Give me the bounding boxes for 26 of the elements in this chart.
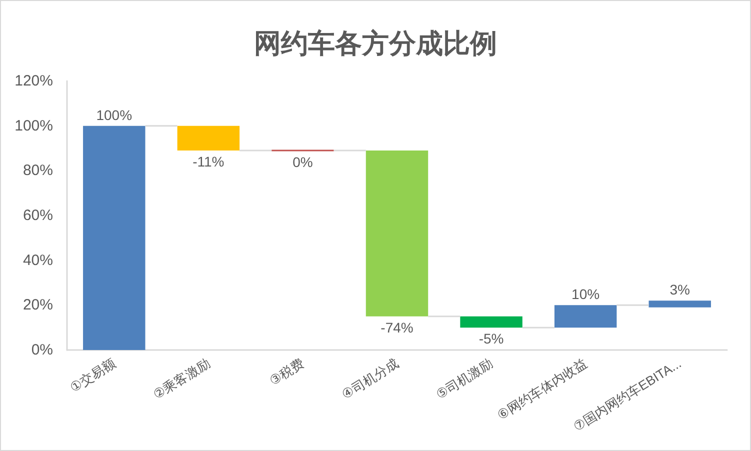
data-label: 0% [292,154,313,170]
data-label: 100% [96,106,132,123]
x-tick-label: ③税费 [266,356,307,388]
bar [366,150,428,316]
y-tick-label: 120% [14,72,53,90]
bar [648,300,711,308]
bar [460,316,522,328]
x-tick-label: ④司机分成 [339,356,401,402]
x-tick-label: ①交易额 [67,356,118,396]
y-tick-label: 80% [22,162,53,180]
data-label: 10% [572,286,600,302]
bar [83,126,146,350]
bar [177,126,240,150]
y-tick-label: 100% [14,117,53,134]
y-tick-label: 60% [22,207,53,224]
data-label: -74% [380,319,414,336]
chart-title: 网约车各方分成比例 [254,28,497,58]
y-tick-label: 0% [31,342,53,358]
x-tick-label: ②乘客激励 [150,356,212,402]
y-tick-label: 20% [22,296,53,314]
data-label: 3% [670,282,690,298]
bar [554,305,617,328]
data-label: -5% [478,330,504,347]
data-label: -11% [192,153,224,170]
y-tick-label: 40% [22,252,53,269]
x-tick-label: ⑤司机激励 [433,356,496,402]
